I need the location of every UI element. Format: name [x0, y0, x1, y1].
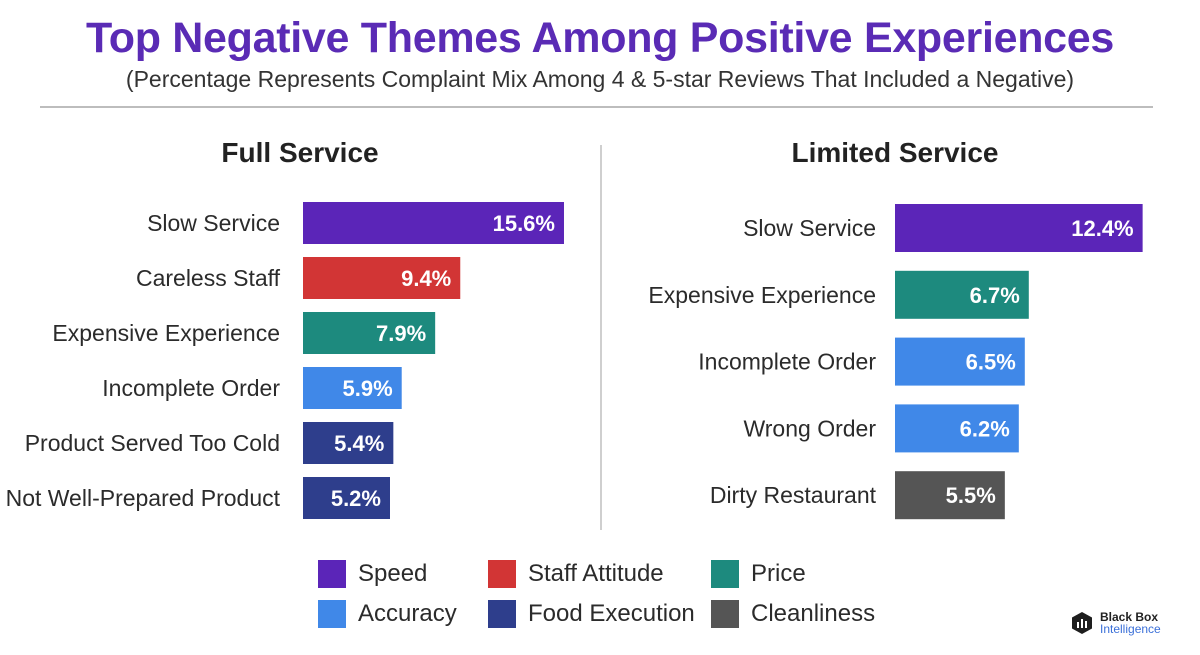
bar-chart2-dirty-restaurant — [895, 471, 1005, 520]
panel-title-limited-service: Limited Service — [791, 137, 999, 168]
legend-label-speed: Speed — [358, 560, 428, 587]
value-label-chart2-expensive-experience: 6.7% — [970, 283, 1020, 308]
value-label-chart2-dirty-restaurant: 5.5% — [946, 483, 996, 508]
bar-chart2-slow-service — [895, 204, 1143, 252]
brand-logo: Black Box Intelligence — [1070, 606, 1180, 640]
header-divider — [40, 106, 1153, 108]
category-label-chart2-expensive-experience: Expensive Experience — [648, 282, 876, 308]
bar-chart2-incomplete-order — [895, 337, 1025, 386]
legend-swatch-speed — [318, 560, 346, 588]
legend-swatch-staff-attitude — [488, 560, 516, 588]
value-label-chart1-incomplete-order: 5.9% — [343, 376, 393, 401]
logo-text-intelligence: Intelligence — [1100, 622, 1161, 636]
category-label-chart1-product-served-too-cold: Product Served Too Cold — [25, 430, 280, 456]
bar-chart2-expensive-experience — [895, 270, 1029, 319]
category-label-chart2-dirty-restaurant: Dirty Restaurant — [710, 482, 877, 508]
legend-item-price: Price — [711, 560, 806, 588]
black-box-logo-icon — [1072, 612, 1092, 634]
category-label-chart1-incomplete-order: Incomplete Order — [102, 375, 280, 401]
category-label-chart1-expensive-experience: Expensive Experience — [52, 320, 280, 346]
value-label-chart1-product-served-too-cold: 5.4% — [334, 431, 384, 456]
category-label-chart2-slow-service: Slow Service — [743, 215, 876, 241]
value-label-chart2-wrong-order: 6.2% — [960, 416, 1010, 441]
panel-divider — [600, 145, 602, 530]
legend-label-cleanliness: Cleanliness — [751, 600, 876, 627]
logo-text-black-box: Black Box — [1100, 610, 1159, 624]
bar-chart1-not-well-prepared-product — [303, 477, 390, 519]
value-label-chart1-not-well-prepared-product: 5.2% — [331, 486, 381, 511]
bar-chart2-wrong-order — [895, 404, 1019, 453]
category-label-chart1-careless-staff: Careless Staff — [136, 265, 281, 291]
legend-swatch-cleanliness — [711, 600, 739, 628]
category-label-chart1-slow-service: Slow Service — [147, 210, 280, 236]
value-label-chart1-careless-staff: 9.4% — [401, 266, 451, 291]
legend-item-food-execution: Food Execution — [488, 600, 695, 628]
legend-swatch-accuracy — [318, 600, 346, 628]
bar-chart1-slow-service — [303, 202, 564, 244]
legend-item-accuracy: Accuracy — [318, 600, 457, 628]
value-label-chart2-slow-service: 12.4% — [1071, 216, 1133, 241]
legend-label-food-execution: Food Execution — [528, 600, 695, 627]
bar-chart1-product-served-too-cold — [303, 422, 394, 464]
category-label-chart2-incomplete-order: Incomplete Order — [698, 349, 876, 375]
chart-subtitle: (Percentage Represents Complaint Mix Amo… — [125, 66, 1075, 92]
legend-label-accuracy: Accuracy — [358, 600, 457, 627]
chart-title: Top Negative Themes Among Positive Exper… — [85, 14, 1115, 62]
legend-swatch-price — [711, 560, 739, 588]
legend-swatch-food-execution — [488, 600, 516, 628]
legend: Speed Staff Attitude Price Accuracy Food… — [318, 560, 918, 640]
category-label-chart2-wrong-order: Wrong Order — [743, 415, 876, 441]
bar-chart1-incomplete-order — [303, 367, 402, 409]
legend-item-speed: Speed — [318, 560, 427, 588]
panel-title-full-service: Full Service — [221, 137, 379, 168]
legend-item-cleanliness: Cleanliness — [711, 600, 875, 628]
legend-item-staff-attitude: Staff Attitude — [488, 560, 664, 588]
bar-chart1-careless-staff — [303, 257, 461, 299]
value-label-chart1-expensive-experience: 7.9% — [376, 321, 426, 346]
value-label-chart2-incomplete-order: 6.5% — [966, 350, 1016, 375]
value-label-chart1-slow-service: 15.6% — [493, 211, 555, 236]
category-label-chart1-not-well-prepared-product: Not Well-Prepared Product — [6, 485, 281, 511]
bar-chart1-expensive-experience — [303, 312, 436, 354]
legend-label-staff-attitude: Staff Attitude — [528, 560, 664, 587]
legend-label-price: Price — [751, 560, 806, 587]
